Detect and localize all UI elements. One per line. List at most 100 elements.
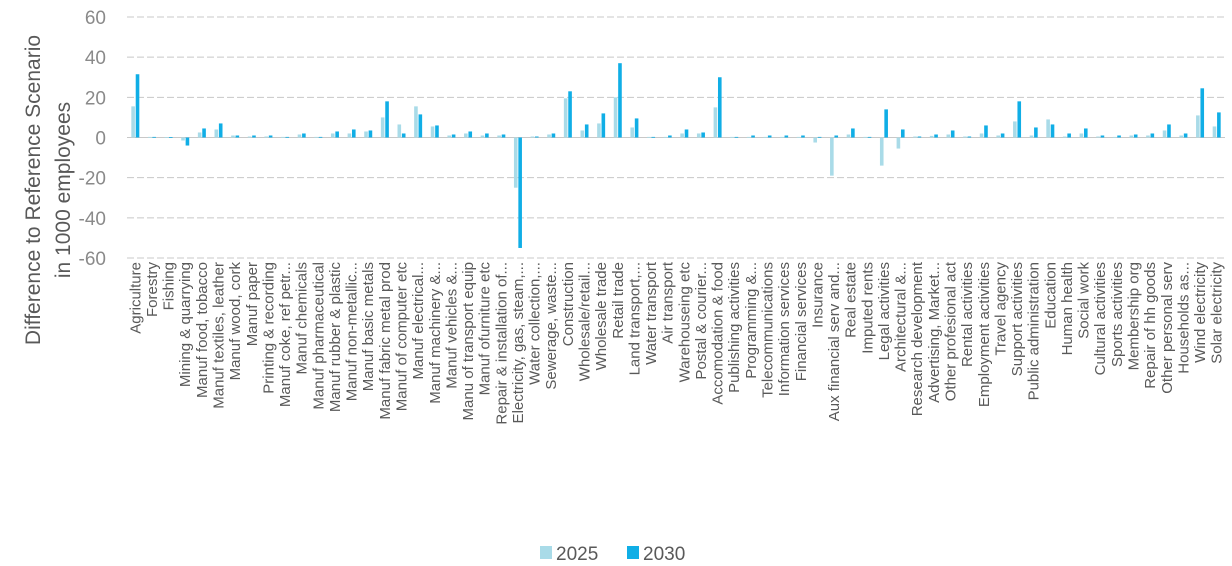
bar-2025-39 [780, 136, 784, 138]
bar-2030-41 [817, 136, 822, 138]
bar-2030-23 [518, 137, 522, 248]
bar-2025-49 [946, 134, 951, 138]
bar-2030-42 [834, 135, 839, 138]
bar-2030-40 [801, 135, 805, 138]
x-category-label: Aux financial serv and... [826, 262, 843, 421]
bar-2030-47 [917, 136, 922, 138]
bar-2025-56 [1062, 136, 1067, 138]
bar-2030-46 [900, 129, 905, 138]
bar-2030-54 [1034, 127, 1038, 138]
x-category-label: Water collection,... [527, 262, 544, 385]
bar-2025-18 [430, 126, 435, 138]
x-category-label: Manuf electrical... [410, 262, 427, 380]
y-tick-label: -20 [79, 169, 106, 190]
bar-2025-42 [830, 137, 834, 176]
x-category-label: Manuf pharmaceutical [310, 262, 327, 410]
y-axis-title: Difference to Reference Scenario in 1000 … [22, 35, 75, 345]
legend-swatch-2025 [540, 546, 552, 559]
bar-2025-31 [647, 136, 651, 138]
gridlines [127, 16, 1225, 259]
x-category-label: Manuf non-metallic... [344, 262, 361, 401]
bar-2030-44 [867, 136, 872, 138]
bar-2025-58 [1096, 136, 1100, 138]
bar-2025-19 [447, 135, 452, 138]
bar-2025-35 [713, 107, 718, 138]
bar-2030-51 [984, 125, 988, 138]
category-labels: Agriculture Forestry Fishing Mining & quarr… [127, 261, 1225, 424]
x-category-label: Legal activities [876, 262, 893, 360]
bar-2025-4 [197, 132, 202, 138]
bar-2025-62 [1162, 130, 1167, 138]
bar-2030-52 [1000, 133, 1005, 138]
x-category-label: Postal & courier... [693, 262, 710, 380]
bar-2030-43 [851, 128, 855, 138]
x-category-label: Public administration [1026, 262, 1043, 400]
bar-2030-56 [1067, 133, 1071, 138]
x-category-label: Rental activities [959, 262, 976, 367]
bar-2030-60 [1133, 134, 1138, 138]
bar-2025-41 [813, 137, 818, 143]
bar-2030-3 [185, 137, 190, 146]
x-category-label: Manuf ofurniture etc [477, 262, 494, 396]
bar-2030-34 [701, 132, 705, 138]
y-tick-label: -40 [79, 209, 106, 230]
bar-2025-10 [297, 134, 302, 138]
legend-swatch-2030 [627, 546, 639, 559]
bar-2030-6 [235, 135, 240, 138]
bar-2025-8 [264, 136, 269, 138]
bar-2030-50 [967, 136, 972, 138]
x-category-label: Electricity, gas, steam,... [510, 262, 527, 423]
x-category-label: Other personal serv [1159, 262, 1176, 394]
bar-2030-59 [1117, 135, 1121, 138]
x-category-label: Manuf basic metals [360, 262, 377, 391]
bar-2030-4 [202, 128, 206, 138]
x-category-label: Air transport [660, 261, 677, 344]
x-category-label: Manuf textiles, leather [211, 262, 228, 409]
x-category-label: Employment activities [976, 262, 993, 407]
bar-2030-20 [468, 131, 473, 138]
x-category-label: Agriculture [127, 262, 144, 334]
bar-2030-30 [634, 118, 639, 138]
y-tick-label: 40 [85, 48, 106, 69]
bar-2025-26 [563, 98, 568, 138]
legend-label-2025: 2025 [556, 544, 598, 565]
bar-2030-15 [385, 101, 389, 138]
x-category-label: Households as... [1175, 262, 1192, 374]
x-category-label: Sports activities [1109, 262, 1126, 367]
y-tick-label: 60 [85, 8, 106, 29]
y-tick-label: -60 [79, 249, 106, 270]
x-category-label: Repair of hh goods [1142, 262, 1159, 389]
bar-2030-2 [168, 137, 173, 138]
bar-2025-3 [181, 137, 185, 141]
bar-2030-21 [485, 133, 489, 138]
x-category-label: Financial services [793, 262, 810, 381]
x-category-label: Manuf paper [244, 262, 261, 346]
bar-2025-34 [696, 133, 701, 138]
bar-2025-47 [913, 136, 917, 138]
y-axis-title-line-2: in 1000 employees [52, 102, 75, 278]
bar-2030-58 [1100, 135, 1105, 138]
bar-2025-44 [863, 136, 867, 138]
bar-2030-26 [568, 91, 572, 138]
x-category-label: Support activities [1009, 262, 1026, 376]
x-category-label: Warehouseing etc [676, 262, 693, 383]
bar-2025-54 [1029, 135, 1034, 138]
x-category-label: Manu of transport equip [460, 262, 477, 420]
y-axis-title-line-1: Difference to Reference Scenario [22, 35, 45, 345]
x-category-label: Real estate [843, 262, 860, 338]
bar-2025-38 [763, 136, 768, 138]
bar-2025-5 [214, 129, 219, 138]
bar-2030-1 [152, 136, 156, 138]
bar-2025-65 [1212, 126, 1217, 138]
bar-2025-20 [464, 133, 468, 138]
bar-2030-57 [1083, 128, 1088, 138]
bar-2025-28 [597, 123, 601, 138]
y-tick-labels: 60 40 20 0 -20 -40 -60 [79, 8, 106, 270]
x-category-label: Mining & quarrying [177, 262, 194, 387]
x-category-label: Manuf wood, cork [227, 262, 244, 381]
bar-2025-50 [963, 136, 967, 138]
bar-2030-35 [717, 77, 722, 138]
x-category-label: Wind electricity [1192, 262, 1209, 363]
bar-2025-1 [147, 136, 152, 138]
